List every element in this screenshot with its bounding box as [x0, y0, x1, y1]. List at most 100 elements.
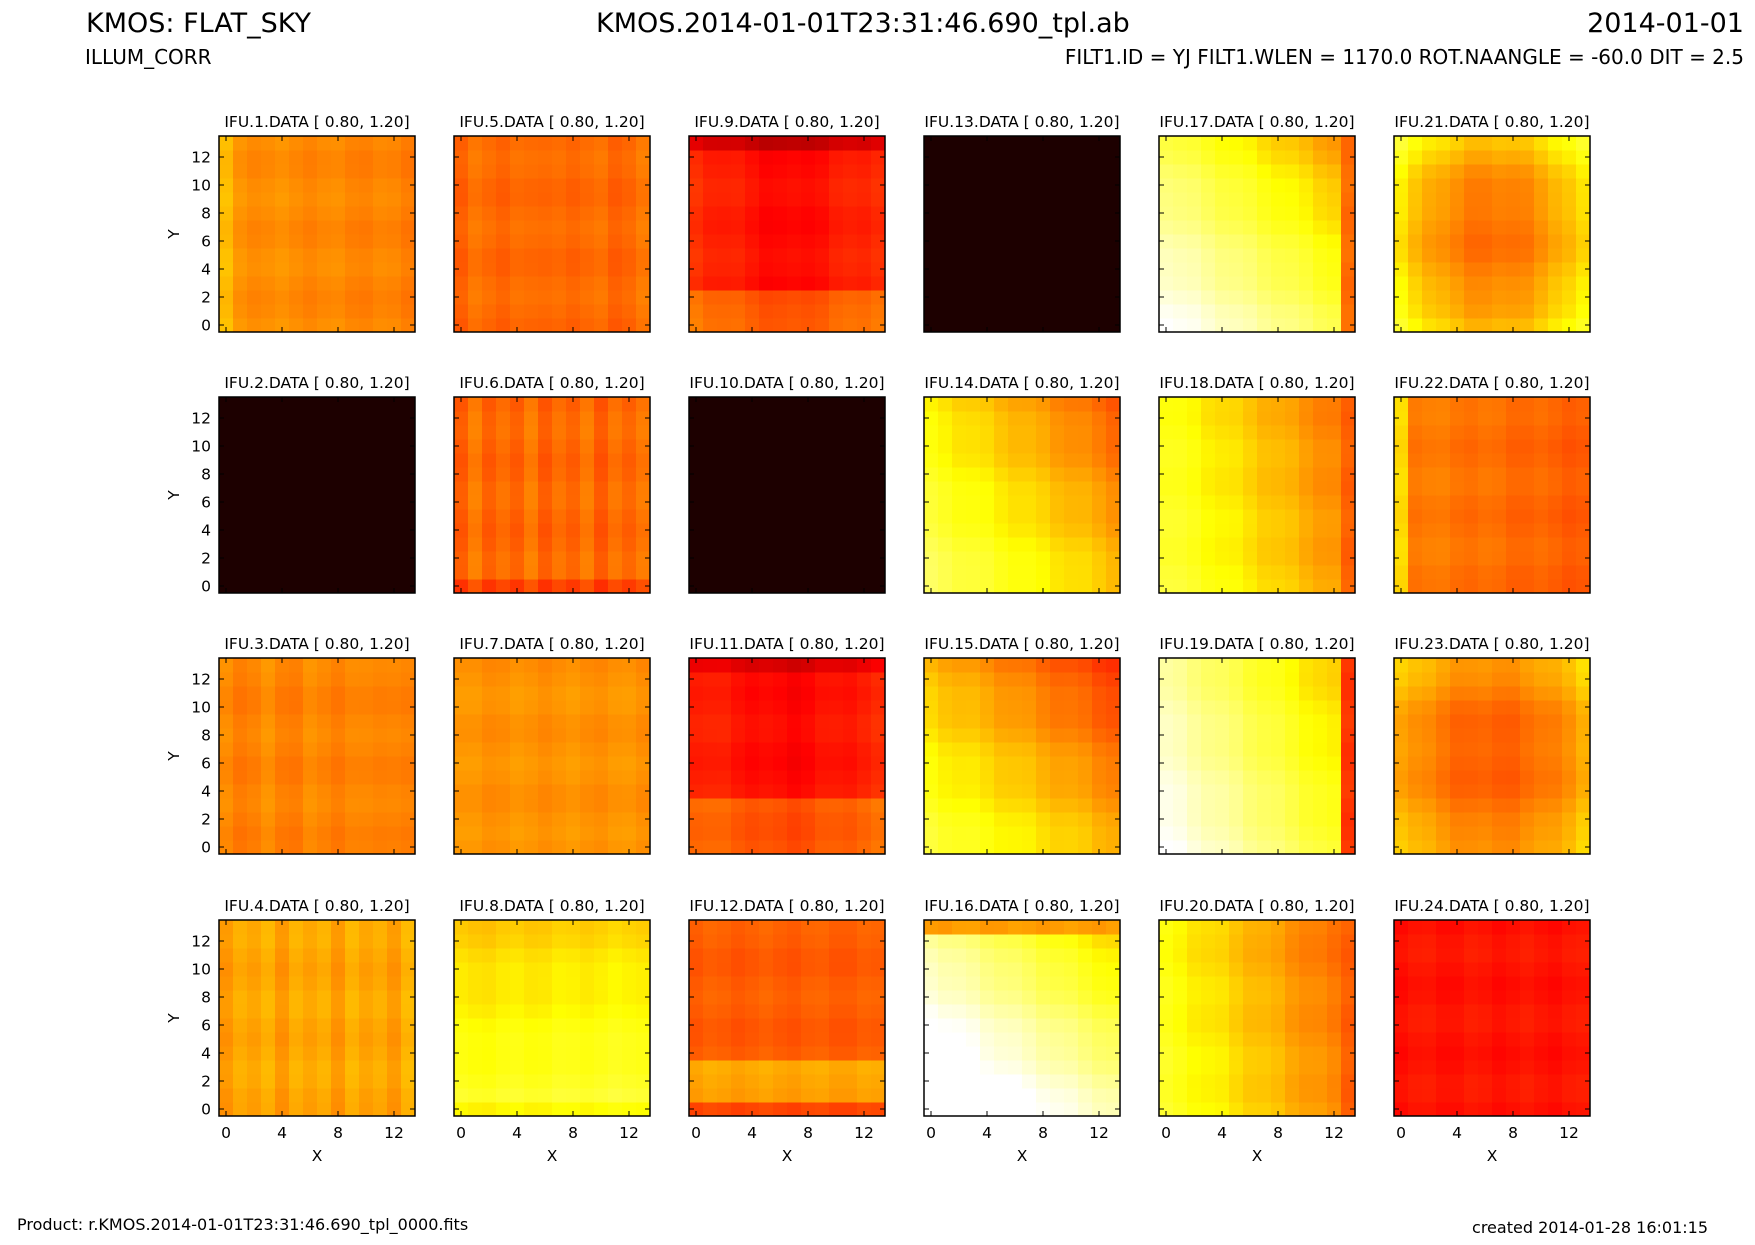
heatmap-cell [1534, 826, 1549, 841]
heatmap-cell [1036, 686, 1051, 701]
heatmap-cell [622, 686, 637, 701]
heatmap-cell [857, 453, 872, 468]
heatmap-cell [1050, 1046, 1065, 1061]
heatmap-cell [1436, 164, 1451, 179]
heatmap-cell [1106, 509, 1121, 524]
heatmap-cell [247, 206, 262, 221]
heatmap-cell [1327, 700, 1342, 715]
heatmap-cell [1022, 192, 1037, 207]
heatmap-cell [1422, 304, 1437, 319]
heatmap-cell [1492, 565, 1507, 580]
heatmap-cell [496, 686, 511, 701]
heatmap-cell [1478, 495, 1493, 510]
heatmap-cell [759, 481, 774, 496]
heatmap-cell [247, 220, 262, 235]
heatmap-cell [1492, 164, 1507, 179]
heatmap-cell [1313, 812, 1328, 827]
heatmap-cell [689, 397, 704, 412]
heatmap-cell [359, 318, 374, 333]
heatmap-cell [538, 770, 553, 785]
heatmap-cell [1215, 467, 1230, 482]
heatmap-cell [1520, 411, 1535, 426]
heatmap-cell [843, 826, 858, 841]
heatmap-cell [482, 1004, 497, 1019]
heatmap-cell [1064, 136, 1079, 151]
heatmap-cell [1215, 164, 1230, 179]
heatmap-cell [608, 920, 623, 935]
heatmap-cell [468, 551, 483, 566]
heatmap-cell [482, 439, 497, 454]
heatmap-cell [689, 700, 704, 715]
heatmap-cell [689, 206, 704, 221]
heatmap-cell [538, 467, 553, 482]
heatmap-cell [1313, 397, 1328, 412]
heatmap-cell [1464, 164, 1479, 179]
heatmap-cell [1408, 150, 1423, 165]
heatmap-cell [871, 220, 886, 235]
heatmap-cell [359, 192, 374, 207]
heatmap-cell [1562, 826, 1577, 841]
heatmap-cell [731, 290, 746, 305]
heatmap-cell [1187, 672, 1202, 687]
y-tick-label: 6 [201, 1017, 211, 1035]
heatmap-cell [401, 290, 416, 305]
heatmap-cell [1159, 756, 1174, 771]
heatmap-cell [594, 672, 609, 687]
heatmap-cell [219, 756, 234, 771]
heatmap-cell [1064, 812, 1079, 827]
heatmap-cell [345, 565, 360, 580]
heatmap-cell [994, 397, 1009, 412]
heatmap-cell [1229, 234, 1244, 249]
heatmap-cell [317, 411, 332, 426]
heatmap-cell [1548, 234, 1563, 249]
heatmap-cell [608, 192, 623, 207]
heatmap-cell [496, 397, 511, 412]
heatmap-cell [510, 397, 525, 412]
heatmap-cell [924, 192, 939, 207]
heatmap-cell [317, 962, 332, 977]
heatmap-cell [1562, 192, 1577, 207]
y-tick-label: 10 [191, 699, 211, 717]
heatmap-cell [261, 467, 276, 482]
heatmap-cell [1478, 840, 1493, 855]
heatmap-cell [608, 1004, 623, 1019]
heatmap-cell [1548, 551, 1563, 566]
heatmap-cell [482, 579, 497, 594]
heatmap-cell [1257, 318, 1272, 333]
heatmap-cell [1008, 565, 1023, 580]
heatmap-cell [1187, 1102, 1202, 1117]
y-tick-label: 12 [191, 933, 211, 951]
heatmap-cell [1313, 234, 1328, 249]
heatmap-cell [871, 742, 886, 757]
heatmap-cell [233, 672, 248, 687]
heatmap-cell [219, 826, 234, 841]
panel-ifu-11: IFU.11.DATA [ 0.80, 1.20] [688, 635, 886, 855]
heatmap-cell [261, 990, 276, 1005]
heatmap-cell [952, 934, 967, 949]
heatmap-cell [636, 481, 651, 496]
heatmap-cell [401, 798, 416, 813]
heatmap-cell [815, 192, 830, 207]
heatmap-cell [468, 714, 483, 729]
heatmap-cell [289, 658, 304, 673]
heatmap-cell [247, 784, 262, 799]
heatmap-cell [345, 714, 360, 729]
heatmap-cell [759, 962, 774, 977]
heatmap-cell [1173, 728, 1188, 743]
heatmap-cell [1022, 700, 1037, 715]
heatmap-cell [345, 1032, 360, 1047]
heatmap-cell [801, 700, 816, 715]
heatmap-cell [871, 206, 886, 221]
heatmap-cell [994, 136, 1009, 151]
heatmap-cell [857, 318, 872, 333]
panel-ifu-10: IFU.10.DATA [ 0.80, 1.20] [688, 374, 886, 594]
heatmap-cell [1036, 990, 1051, 1005]
heatmap-cell [1341, 1060, 1356, 1075]
x-axis-label: X [312, 1147, 323, 1165]
heatmap-cell [717, 150, 732, 165]
heatmap-cell [331, 453, 346, 468]
heatmap-cell [1229, 728, 1244, 743]
heatmap-cell [1215, 1004, 1230, 1019]
heatmap-cell [482, 509, 497, 524]
heatmap-cell [843, 742, 858, 757]
